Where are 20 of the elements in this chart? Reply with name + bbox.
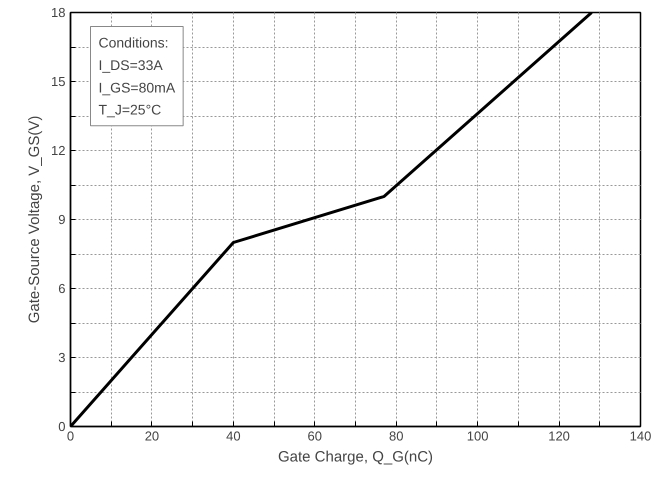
y-tick-label: 15 bbox=[51, 74, 66, 89]
x-tick-label: 120 bbox=[548, 428, 570, 444]
y-tick-label: 9 bbox=[58, 212, 66, 227]
annotation: I_DS=33A bbox=[98, 56, 164, 73]
annotation: T_J=25°C bbox=[98, 102, 162, 118]
y-tick-label: 0 bbox=[58, 419, 66, 434]
annotation: I_GS=80mA bbox=[98, 79, 176, 96]
annotation: Conditions: bbox=[98, 34, 169, 50]
y-tick-label: 12 bbox=[51, 143, 66, 158]
y-tick-label: 3 bbox=[58, 350, 66, 365]
x-tick-label: 80 bbox=[388, 428, 404, 444]
y-tick-label: 6 bbox=[58, 281, 66, 296]
x-tick-label: 140 bbox=[630, 428, 652, 444]
x-tick-label: 20 bbox=[144, 428, 160, 444]
x-tick-label: 40 bbox=[226, 428, 241, 444]
y-axis-title: Gate-Source Voltage, V_GS(V) bbox=[26, 116, 44, 324]
x-tick-label: 60 bbox=[308, 428, 322, 444]
x-tick-label: 100 bbox=[466, 428, 488, 444]
x-axis-title: Gate Charge, Q_G(nC) bbox=[278, 448, 434, 466]
y-tick-label: 18 bbox=[51, 5, 66, 20]
